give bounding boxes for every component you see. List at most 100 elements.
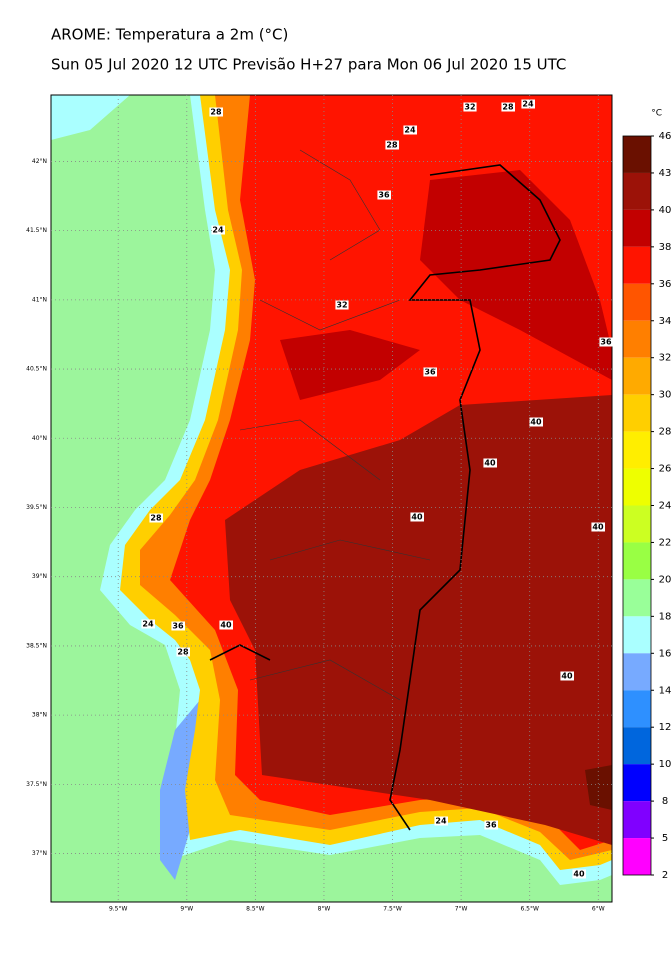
colorbar-label: 22 — [659, 537, 672, 548]
contour-label-bg — [463, 102, 477, 112]
contour-label: 40 — [530, 418, 542, 427]
colorbar-label: 2 — [662, 870, 668, 881]
colorbar-label: 12 — [659, 722, 672, 733]
contour-label: 28 — [177, 648, 189, 657]
contour-label: 28 — [386, 141, 398, 150]
contour-label: 36 — [378, 191, 390, 200]
lon-label: 8.5°W — [246, 906, 265, 913]
colorbar-label: 18 — [659, 611, 672, 622]
contour-label-bg — [560, 671, 574, 681]
contour-label-bg — [219, 620, 233, 630]
contour-label-bg — [572, 869, 586, 879]
contour-label: 36 — [600, 338, 612, 347]
lat-label: 39.5°N — [26, 504, 47, 511]
map-frame — [50, 94, 613, 903]
colorbar-label: 34 — [659, 316, 672, 327]
contour-label-bg — [211, 225, 225, 235]
colorbar-label: 32 — [659, 353, 672, 364]
contour-label: 28 — [210, 108, 222, 117]
colorbar-cell — [623, 357, 651, 395]
contour-label: 40 — [561, 672, 573, 681]
contour-label: 40 — [573, 870, 585, 879]
lon-label: 7°W — [455, 906, 468, 913]
colorbar-unit: °C — [651, 109, 662, 119]
colorbar-label: 38 — [659, 242, 672, 253]
colorbar-label: 24 — [659, 501, 672, 512]
contour-label: 36 — [424, 368, 436, 377]
map — [51, 95, 612, 902]
colorbar-cell — [623, 690, 651, 728]
colorbar-cell — [623, 136, 651, 173]
colorbar-label: 14 — [659, 685, 672, 696]
colorbar-cell — [623, 209, 651, 247]
colorbar-cell — [623, 727, 651, 765]
lon-label: 6.5°W — [520, 906, 539, 913]
colorbar-label: 5 — [662, 833, 668, 844]
contour-label-bg — [403, 125, 417, 135]
contour-label-bg — [385, 140, 399, 150]
colorbar-cell — [623, 246, 651, 284]
colorbar-cell — [623, 838, 651, 875]
lat-label: 38°N — [32, 712, 47, 719]
contour-label: 36 — [172, 622, 184, 631]
colorbar-cell — [623, 283, 651, 321]
contour-label: 24 — [435, 817, 447, 826]
lon-label: 6°W — [592, 906, 605, 913]
contour-label: 32 — [336, 301, 347, 310]
colorbar-label: 10 — [659, 759, 672, 770]
colorbar-cell — [623, 394, 651, 432]
lon-label: 7.5°W — [383, 906, 402, 913]
colorbar-cell — [623, 616, 651, 654]
contour-label-bg — [410, 512, 424, 522]
lat-label: 40.5°N — [26, 366, 47, 373]
contour-label: 40 — [220, 621, 232, 630]
colorbar-cell — [623, 801, 651, 839]
contour-label: 32 — [464, 103, 475, 112]
contour-label: 24 — [142, 620, 154, 629]
ocean-cool — [51, 95, 130, 140]
border — [209, 164, 561, 831]
colorbar-cell — [623, 172, 651, 210]
colorbar-cell — [623, 579, 651, 617]
colorbar-cell — [623, 653, 651, 691]
contour-label: 40 — [411, 513, 423, 522]
contour-label: 36 — [485, 821, 497, 830]
colorbar-label: 16 — [659, 648, 672, 659]
lon-label: 9°W — [180, 906, 193, 913]
land-very-hot-center — [280, 330, 420, 400]
colorbar-cell — [623, 431, 651, 469]
lat-label: 42°N — [32, 158, 47, 165]
lat-label: 39°N — [32, 573, 47, 580]
contour-label-bg — [335, 300, 349, 310]
lat-label: 40°N — [32, 435, 47, 442]
contour-label-bg — [176, 647, 190, 657]
contour-label: 40 — [484, 459, 496, 468]
contour-label-bg — [501, 102, 515, 112]
lon-label: 9.5°W — [109, 906, 128, 913]
colorbar-label: 20 — [659, 574, 672, 585]
contour-label: 28 — [502, 103, 514, 112]
contour-label-bg — [377, 190, 391, 200]
contour-label: 24 — [404, 126, 416, 135]
colorbar-label: 26 — [659, 464, 672, 475]
colorbar-cell — [623, 764, 651, 802]
contour-label-bg — [434, 816, 448, 826]
contour-label: 28 — [150, 514, 162, 523]
district-lines — [239, 149, 431, 701]
lon-label: 8°W — [318, 906, 331, 913]
contour-label: 24 — [522, 100, 534, 109]
colorbar-cell — [623, 505, 651, 543]
subtitle: Sun 05 Jul 2020 12 UTC Previsão H+27 par… — [51, 56, 566, 74]
contour-label-bg — [484, 820, 498, 830]
lat-label: 41.5°N — [26, 227, 47, 234]
contour-label-bg — [209, 107, 223, 117]
contour-label-bg — [149, 513, 163, 523]
lat-label: 37.5°N — [26, 781, 47, 788]
title: AROME: Temperatura a 2m (°C) — [51, 26, 288, 44]
contour-label-bg — [141, 619, 155, 629]
colorbar-label: 8 — [662, 796, 668, 807]
colorbar-label: 28 — [659, 427, 672, 438]
colorbar-cell — [623, 468, 651, 506]
contour-label-bg — [423, 367, 437, 377]
